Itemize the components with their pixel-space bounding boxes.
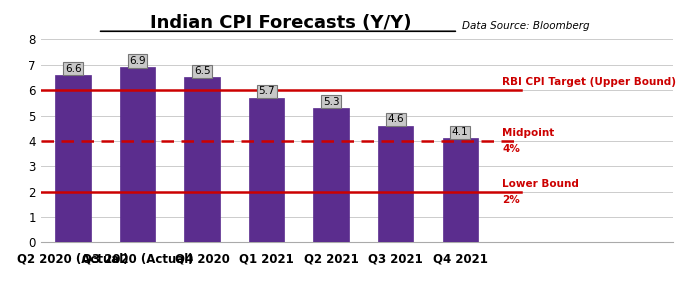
Text: 6.6: 6.6 bbox=[65, 64, 82, 74]
Text: 4.1: 4.1 bbox=[452, 127, 469, 137]
Text: Midpoint: Midpoint bbox=[503, 128, 554, 138]
Text: 5.7: 5.7 bbox=[258, 86, 275, 96]
Text: Lower Bound: Lower Bound bbox=[503, 178, 579, 188]
Text: 6.5: 6.5 bbox=[194, 66, 210, 76]
Title: Indian CPI Forecasts (Y/Y): Indian CPI Forecasts (Y/Y) bbox=[150, 14, 412, 32]
Bar bbox=[249, 98, 284, 242]
Bar bbox=[313, 108, 349, 242]
Text: 6.9: 6.9 bbox=[129, 56, 146, 66]
Text: 2%: 2% bbox=[503, 195, 520, 205]
Text: 4%: 4% bbox=[503, 144, 520, 154]
Bar bbox=[120, 67, 155, 242]
Bar bbox=[378, 126, 413, 242]
Text: Data Source: Bloomberg: Data Source: Bloomberg bbox=[462, 21, 590, 31]
Text: 5.3: 5.3 bbox=[323, 97, 339, 107]
Bar bbox=[443, 138, 478, 242]
Bar bbox=[55, 75, 91, 242]
Text: RBI CPI Target (Upper Bound) = 6%: RBI CPI Target (Upper Bound) = 6% bbox=[503, 77, 680, 87]
Text: 4.6: 4.6 bbox=[388, 115, 404, 125]
Bar bbox=[184, 78, 220, 242]
